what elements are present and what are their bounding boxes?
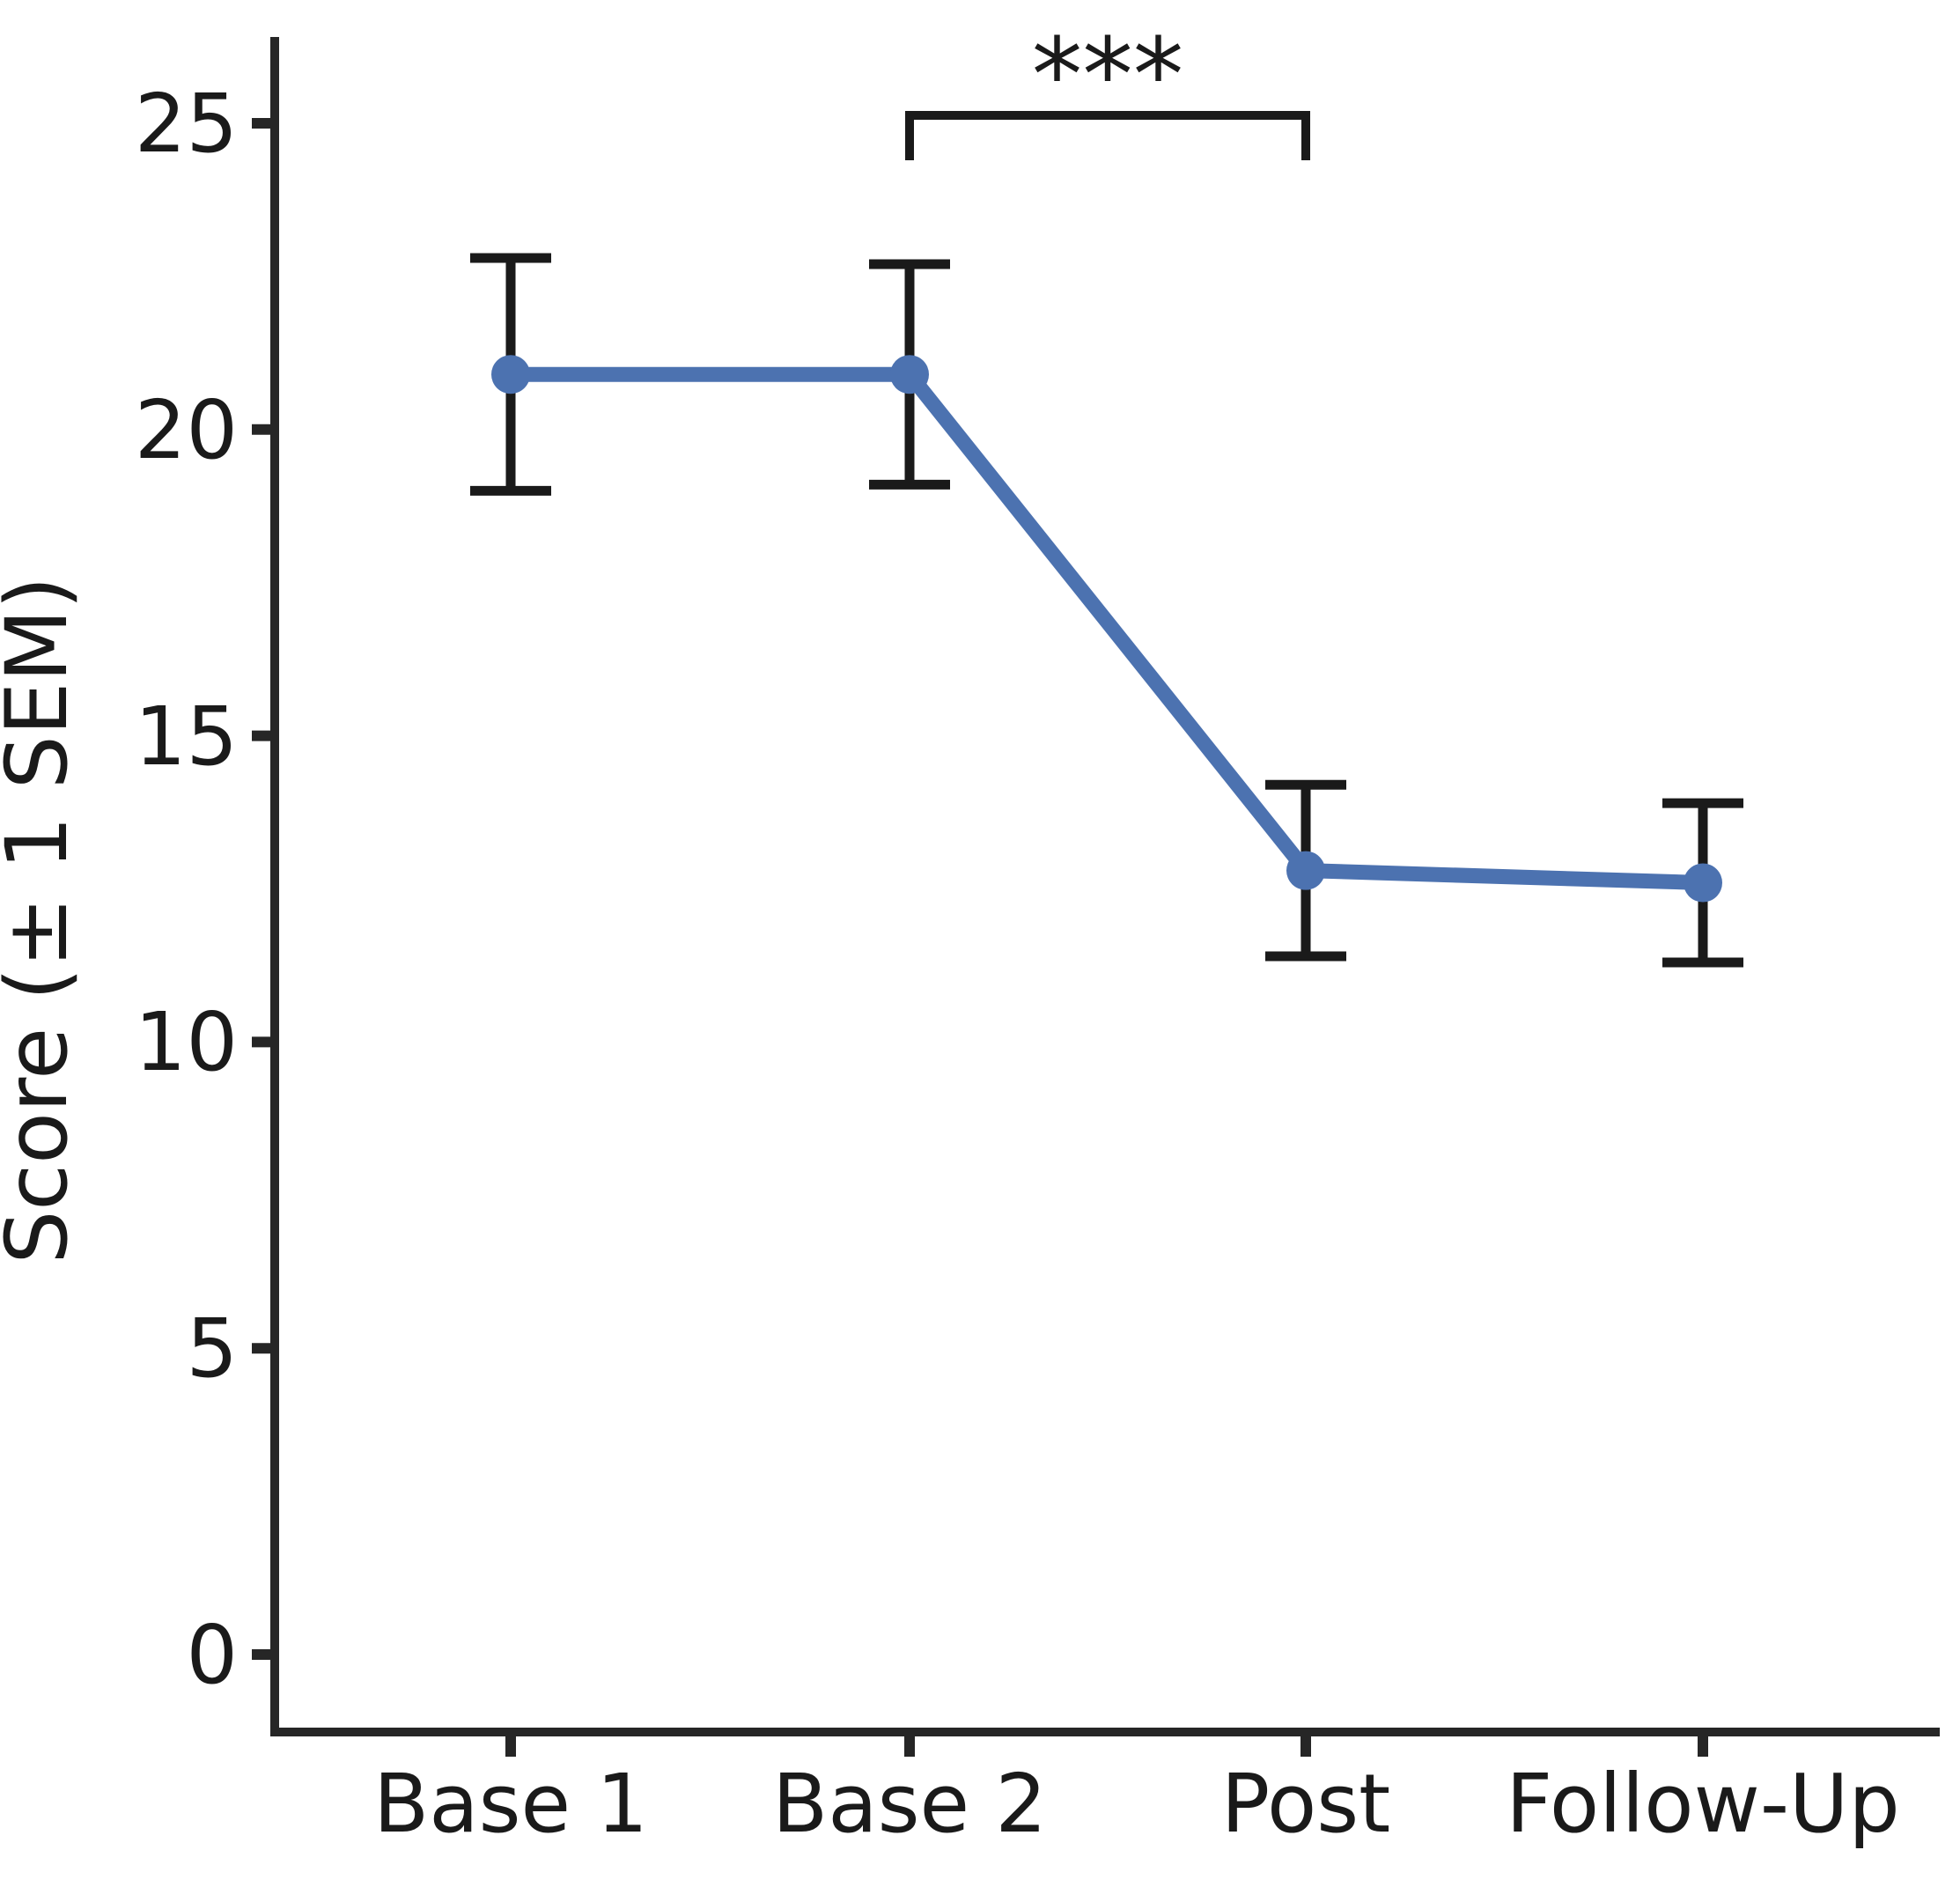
y-tick-label-25: 25 xyxy=(135,77,238,171)
x-tick-label-followup: Follow-Up xyxy=(1506,1757,1900,1851)
y-tick-label-0: 0 xyxy=(186,1608,238,1702)
axes xyxy=(252,37,1940,1757)
significance-stars: *** xyxy=(1032,17,1184,135)
y-axis-title: Score (± 1 SEM) xyxy=(0,576,86,1264)
x-axis-tick-labels: Base 1 Base 2 Post Follow-Up xyxy=(373,1757,1900,1851)
bracket-path xyxy=(905,111,1310,160)
significance-bracket xyxy=(905,111,1310,160)
x-tick-label-base2: Base 2 xyxy=(772,1757,1047,1851)
y-tick-label-20: 20 xyxy=(135,383,238,477)
data-point-marker xyxy=(491,355,530,394)
data-series xyxy=(470,253,1743,968)
y-axis-tick-labels: 0 5 10 15 20 25 xyxy=(135,77,238,1702)
data-point-marker xyxy=(1286,851,1325,890)
y-tick-label-15: 15 xyxy=(135,689,238,784)
x-tick-label-post: Post xyxy=(1221,1757,1391,1851)
data-point-marker xyxy=(1684,863,1722,903)
x-tick-label-base1: Base 1 xyxy=(373,1757,648,1851)
y-tick-label-5: 5 xyxy=(186,1301,238,1396)
series-line xyxy=(503,366,1711,891)
y-tick-label-10: 10 xyxy=(135,995,238,1089)
data-point-marker xyxy=(890,355,929,394)
